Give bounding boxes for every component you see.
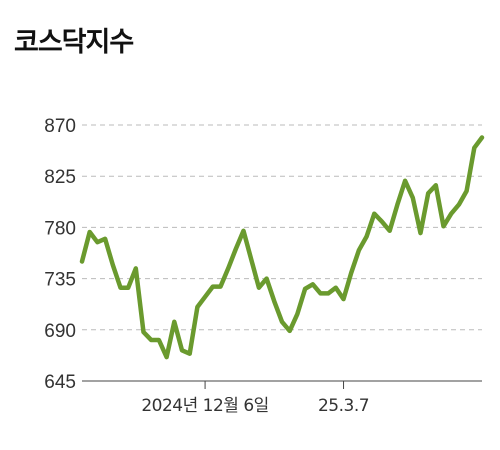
y-tick-label: 735	[44, 270, 76, 291]
x-tick-label: 2024년 12월 6일	[141, 396, 268, 416]
chart-title: 코스닥지수	[14, 27, 134, 58]
x-axis-tick-marks	[204, 381, 345, 389]
y-tick-label: 825	[44, 167, 76, 188]
grid-lines	[82, 124, 482, 331]
y-tick-label: 870	[44, 116, 76, 137]
series-line	[79, 135, 485, 360]
y-tick-label: 780	[44, 218, 76, 239]
y-axis-ticks: 645 690 735 780 825 870	[44, 116, 76, 393]
x-tick-label: 25.3.7	[318, 396, 369, 416]
y-tick-label: 645	[44, 372, 76, 393]
y-tick-label: 690	[44, 321, 76, 342]
